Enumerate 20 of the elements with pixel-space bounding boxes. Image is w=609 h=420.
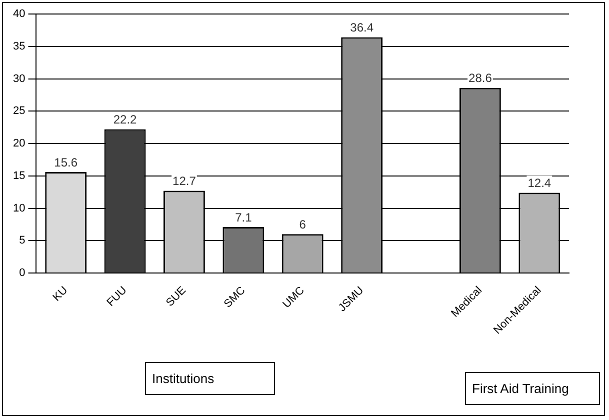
y-tick-label: 10 [12,202,26,214]
data-label: 12.4 [528,176,552,190]
data-label: 7.1 [235,210,252,224]
y-tick-label: 5 [19,234,26,247]
text: First Aid Training [465,372,600,405]
y-tick-label: 25 [12,105,26,118]
text: Institutions [145,362,275,395]
y-tick-label: 35 [12,40,26,52]
y-tick-label: 30 [12,72,26,85]
x-tick-label: KU [50,284,70,304]
y-tick-label: 20 [12,138,26,150]
data-label: 28.6 [468,71,492,86]
data-label: 22.2 [113,112,138,127]
data-label: 6 [299,217,306,232]
data-label: 12.7 [172,174,196,188]
data-label: 15.6 [54,155,78,170]
y-tick-label: 15 [12,170,26,182]
y-tick-label: 40 [12,8,26,20]
data-label: 36.4 [350,20,374,35]
y-tick-label: 0 [19,267,26,280]
